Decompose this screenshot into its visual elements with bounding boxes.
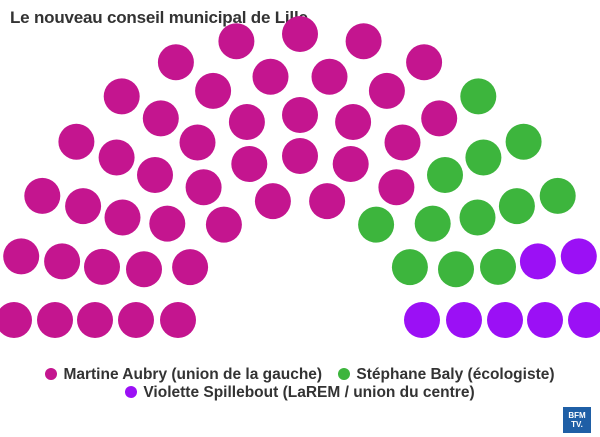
legend-item-spillebout: Violette Spillebout (LaREM / union du ce… [125,384,475,402]
seat-baly [498,188,535,225]
seat-aubry [126,251,162,288]
seat-aubry [384,124,421,161]
seat-aubry [3,238,40,275]
seat-spillebout [560,238,597,275]
seat-aubry [218,23,255,60]
legend-item-aubry: Martine Aubry (union de la gauche) [45,366,322,384]
seat-aubry [142,100,179,137]
seat-aubry [282,138,318,174]
seat-aubry [24,177,61,214]
seat-aubry [104,199,141,236]
legend-row-1: Martine Aubry (union de la gauche) Stéph… [0,366,600,384]
seat-aubry [195,72,232,109]
seat-spillebout [519,243,556,280]
seat-aubry [157,44,194,81]
legend-label-aubry: Martine Aubry (union de la gauche) [63,366,323,383]
seat-baly [465,139,502,176]
legend-swatch-aubry [45,368,58,380]
seat-baly [414,205,451,242]
seat-aubry [185,169,222,206]
seat-aubry [228,104,265,140]
seat-aubry [282,97,318,133]
seat-baly [480,248,516,285]
seat-spillebout [404,302,440,338]
seat-aubry [118,302,154,338]
seat-aubry [58,123,95,160]
seat-aubry [103,78,140,115]
seat-aubry [368,72,405,109]
legend-label-baly: Stéphane Baly (écologiste) [356,366,555,383]
seat-aubry [335,104,372,140]
seat-spillebout [527,302,563,338]
seat-aubry [149,205,186,242]
chart-title: Le nouveau conseil municipal de Lille [10,8,308,27]
seat-aubry [311,58,348,95]
seat-aubry [252,58,289,95]
logo-line-2: TV. [571,420,583,429]
seat-aubry [137,157,173,193]
seat-baly [459,199,496,236]
seat-aubry [205,206,242,243]
seat-aubry [254,183,291,220]
seat-aubry [44,243,81,280]
legend-swatch-spillebout [125,386,138,398]
seat-aubry [172,249,209,286]
legend-row-2: Violette Spillebout (LaREM / union du ce… [0,384,600,402]
seat-aubry [77,302,113,338]
seat-aubry [37,302,73,338]
seat-aubry [345,23,382,60]
seat-spillebout [446,302,482,338]
seat-aubry [421,100,458,137]
seat-aubry [332,146,369,182]
legend-item-baly: Stéphane Baly (écologiste) [338,366,555,384]
seat-spillebout [487,302,523,338]
seat-baly [505,123,542,160]
seat-aubry [378,169,415,206]
seat-aubry [84,248,120,285]
seat-aubry [231,146,268,182]
bfmtv-logo: BFM TV. [563,407,591,433]
seat-aubry [160,302,196,338]
seat-baly [427,157,463,193]
seat-aubry [309,183,346,220]
seat-baly [539,177,576,214]
seat-aubry [179,124,216,161]
seat-baly [438,251,474,288]
seat-baly [460,78,497,115]
seat-aubry [0,302,32,338]
seat-aubry [65,188,102,225]
legend-label-spillebout: Violette Spillebout (LaREM / union du ce… [143,384,475,401]
legend-swatch-baly [338,368,351,380]
seat-spillebout [568,302,600,338]
seat-baly [358,206,395,243]
seat-baly [391,249,428,286]
seat-aubry [282,16,318,52]
seat-aubry [406,44,443,81]
seat-aubry [98,139,135,176]
logo-line-1: BFM [568,411,586,420]
